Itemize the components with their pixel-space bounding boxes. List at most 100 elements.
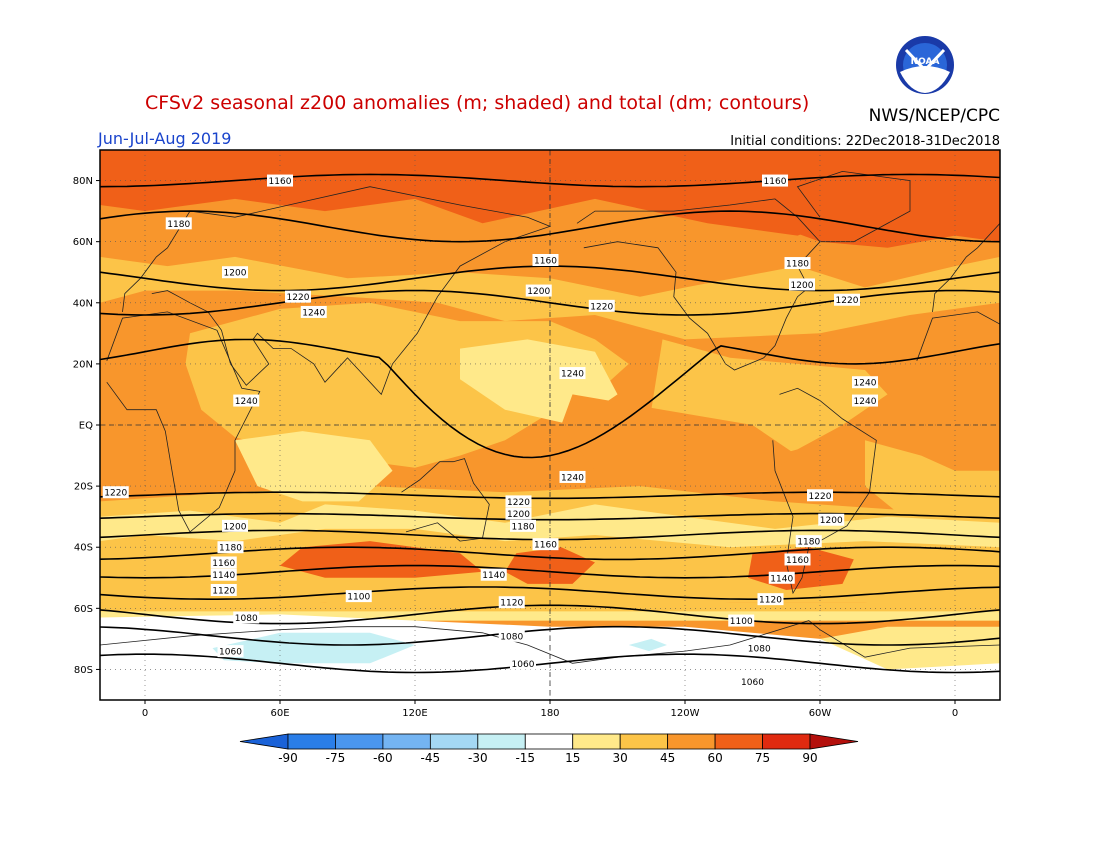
contour-label-text: 1220	[287, 293, 310, 303]
contour-label-box	[852, 376, 878, 389]
colorbar-swatch	[382, 733, 431, 750]
contour-label-text: 1060	[219, 648, 242, 658]
contour-line	[100, 586, 1000, 600]
season-label: Jun-Jul-Aug 2019	[97, 129, 231, 148]
contour-label-text: 1220	[104, 489, 127, 499]
contour-label-text: 1080	[748, 645, 771, 655]
contour-label-text: 1200	[224, 522, 247, 532]
contour-label-box	[210, 556, 237, 569]
contour-line	[100, 653, 1000, 674]
contour-label: 1060	[739, 675, 766, 688]
contour-label-box	[233, 394, 260, 407]
contour-label: 1220	[102, 486, 129, 499]
contour-line	[100, 491, 1000, 500]
contour-label: 1160	[532, 538, 559, 551]
contour-label-text: 1200	[527, 287, 550, 297]
contour-label-text: 1100	[347, 593, 370, 603]
coast-africa	[106, 311, 261, 533]
colorbar-label: 45	[660, 751, 675, 765]
contour-label: 1220	[807, 489, 833, 502]
colorbar-label: -60	[373, 751, 393, 765]
anomaly-antarctic-small-negative	[628, 638, 667, 652]
lon-tick-label: 0	[952, 708, 958, 719]
contour-label-text: 1240	[561, 370, 584, 380]
contour-label-box	[768, 571, 795, 584]
contour-label-text: 1220	[809, 492, 832, 502]
colorbar-label: -15	[515, 751, 535, 765]
contour-label-text: 1060	[741, 678, 764, 688]
lon-tick-label: 180	[540, 708, 559, 719]
contour-label-box	[532, 538, 559, 551]
colorbar-label: 15	[565, 751, 580, 765]
contour-label: 1160	[762, 174, 788, 187]
anomaly-s-atlantic	[865, 440, 1000, 523]
contour-label-text: 1140	[770, 574, 793, 584]
contour-label: 1240	[559, 367, 586, 380]
contour-label-text: 1180	[512, 522, 535, 532]
contour-label-box	[728, 614, 755, 627]
chart-title: CFSv2 seasonal z200 anomalies (m; shaded…	[145, 92, 809, 114]
colorbar-swatch	[429, 733, 479, 750]
lat-tick-label: 60N	[73, 237, 93, 248]
colorbar-label: -75	[326, 751, 346, 765]
contour-label-text: 1160	[764, 177, 787, 187]
contour-label-box	[588, 299, 615, 312]
contour-label: 1060	[217, 645, 244, 658]
contour-label-box	[285, 290, 311, 303]
contour-label: 1240	[852, 376, 878, 389]
colorbar-swatch	[524, 733, 574, 750]
contour-line	[100, 173, 1000, 188]
contour-label-text: 1200	[224, 269, 247, 279]
contour-label-text: 1180	[797, 538, 820, 548]
contour-label: 1200	[818, 513, 845, 526]
contour-label: 1080	[498, 629, 525, 642]
contour-label-text: 1120	[212, 587, 235, 597]
contour-label-text: 1080	[235, 614, 258, 624]
contour-label-text: 1060	[512, 660, 535, 670]
contour-label-box	[510, 519, 536, 532]
colorbar-label: -45	[421, 751, 441, 765]
org-label: NWS/NCEP/CPC	[869, 106, 1000, 126]
lat-tick-label: 20S	[74, 482, 93, 493]
contour-label-text: 1240	[854, 379, 877, 389]
contour-label: 1100	[728, 614, 755, 627]
longitude-axis: 0 60E 120E 180 120W 60W 0	[142, 700, 958, 719]
colorbar-arrow-low	[239, 733, 289, 750]
contour-label-text: 1240	[854, 397, 877, 407]
contour-label-box	[267, 174, 293, 187]
contour-label-box	[480, 568, 507, 581]
contour-label-box	[852, 394, 878, 407]
contour-label-text: 1180	[219, 544, 242, 554]
colorbar-label: 60	[707, 751, 722, 765]
colorbar-label: 75	[755, 751, 770, 765]
colorbar-swatch	[667, 733, 716, 750]
contour-label: 1080	[233, 611, 260, 624]
contour-label-box	[217, 645, 244, 658]
contour-label: 1220	[285, 290, 311, 303]
contour-label-text: 1120	[500, 599, 523, 609]
contour-label: 1060	[510, 657, 536, 670]
contour-line	[100, 625, 1000, 646]
contour-label-box	[210, 584, 237, 596]
contour-label-box	[345, 590, 372, 603]
contour-label-text: 1160	[534, 541, 557, 551]
contour-label-text: 1160	[786, 556, 809, 566]
contour-label-box	[559, 470, 586, 483]
noaa-logo: NOAA	[896, 36, 954, 94]
contour-label: 1100	[345, 590, 372, 603]
contour-label-box	[818, 513, 845, 526]
colorbar-label: -30	[468, 751, 488, 765]
contour-label: 1120	[498, 596, 525, 609]
contour-labels: 1160 1160 1180 1160 1180 1200 1200 1200 1220 1220…	[102, 174, 878, 688]
colorbar-arrow-high	[809, 733, 859, 750]
initial-conditions-label: Initial conditions: 22Dec2018-31Dec2018	[730, 134, 1000, 149]
contour-label-box	[762, 174, 788, 187]
contour-label-box	[834, 293, 860, 306]
contour-label: 1160	[210, 556, 237, 569]
lat-tick-label: EQ	[79, 421, 93, 432]
lat-tick-label: 80S	[74, 665, 93, 676]
contour-label: 1200	[789, 278, 815, 291]
contour-label-box	[746, 642, 773, 655]
contour-label-box	[505, 495, 532, 508]
contour-label: 1160	[784, 553, 811, 566]
